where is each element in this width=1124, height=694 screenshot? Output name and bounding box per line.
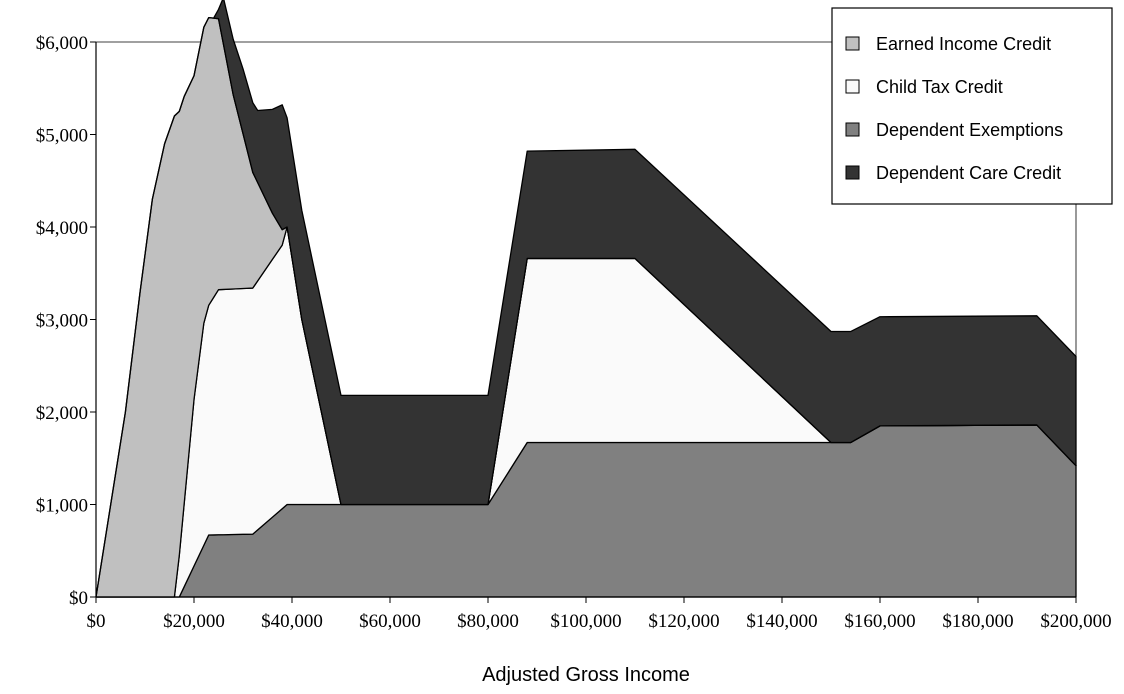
legend-swatch-dependent-care-credit	[845, 165, 860, 180]
legend-label-child-tax-credit: Child Tax Credit	[876, 77, 1003, 97]
legend-label-dependent-care-credit: Dependent Care Credit	[876, 163, 1061, 183]
y-tick-label: $1,000	[36, 496, 88, 517]
x-tick-label: $160,000	[844, 611, 915, 632]
area-dependent-care-credit	[95, 0, 1077, 598]
y-tick-label: $4,000	[36, 218, 88, 239]
x-tick-label: $100,000	[550, 611, 621, 632]
y-tick-label: $6,000	[36, 33, 88, 54]
x-tick-label: $60,000	[359, 611, 421, 632]
y-tick-label: $2,000	[36, 403, 88, 424]
x-tick-label: $40,000	[261, 611, 323, 632]
legend-label-earned-income-credit: Earned Income Credit	[876, 34, 1051, 54]
legend-box	[831, 7, 1113, 205]
y-tick-label: $0	[69, 588, 88, 609]
y-tick-label: $5,000	[36, 126, 88, 147]
legend-swatch-earned-income-credit	[845, 36, 860, 51]
x-tick-label: $20,000	[163, 611, 225, 632]
x-tick-label: $140,000	[746, 611, 817, 632]
legend-swatch-child-tax-credit	[845, 79, 860, 94]
x-axis-title: Adjusted Gross Income	[482, 664, 690, 686]
x-tick-label: $200,000	[1040, 611, 1111, 632]
x-tick-label: $80,000	[457, 611, 519, 632]
legend-label-dependent-exemptions: Dependent Exemptions	[876, 120, 1063, 140]
x-tick-label: $180,000	[942, 611, 1013, 632]
legend-swatch-dependent-exemptions	[845, 122, 860, 137]
x-tick-label: $120,000	[648, 611, 719, 632]
x-tick-label: $0	[87, 611, 106, 632]
legend: Earned Income Credit Child Tax Credit Depe…	[831, 7, 1113, 205]
y-tick-label: $3,000	[36, 311, 88, 332]
